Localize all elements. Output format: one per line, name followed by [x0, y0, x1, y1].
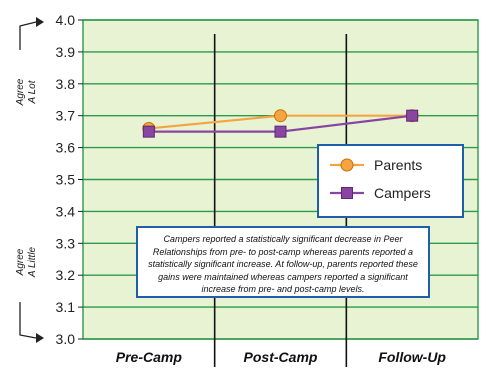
y-tick-label: 3.4: [56, 203, 76, 219]
top-arrow-head-icon: [36, 17, 44, 27]
y-tick-label: 3.0: [56, 331, 76, 347]
annotation-box: Campers reported a statistically signifi…: [136, 226, 430, 298]
legend-box: [317, 144, 464, 218]
bottom-label-line-2: A Little: [27, 246, 38, 278]
x-category-label: Follow-Up: [378, 349, 446, 365]
legend-label: Campers: [374, 185, 431, 201]
x-category-label: Pre-Camp: [116, 349, 183, 365]
annotation-text: Campers reported a statistically signifi…: [148, 234, 418, 294]
y-axis-ticks: 3.0 3.1 3.2 3.3 3.4 3.5 3.6 3.7 3.8 3.9 4.0: [56, 12, 83, 347]
top-label-line-1: Agree: [15, 78, 26, 106]
x-category-label: Post-Camp: [244, 349, 318, 365]
x-axis-categories: Pre-Camp Post-Camp Follow-Up: [116, 349, 447, 365]
top-label-line-2: A Lot: [27, 79, 38, 104]
y-tick-label: 4.0: [56, 12, 76, 28]
y-tick-label: 3.8: [56, 76, 76, 92]
y-tick-label: 3.6: [56, 140, 76, 156]
legend: Parents Campers: [317, 144, 464, 218]
y-tick-label: 3.2: [56, 267, 76, 283]
y-tick-label: 3.9: [56, 44, 76, 60]
data-point-campers: [406, 109, 419, 122]
y-tick-label: 3.3: [56, 235, 76, 251]
y-tick-label: 3.7: [56, 108, 76, 124]
y-tick-label: 3.1: [56, 299, 76, 315]
bottom-label-line-1: Agree: [15, 248, 26, 276]
legend-label: Parents: [374, 157, 422, 173]
data-point-parents: [274, 109, 287, 123]
bottom-arrow-head-icon: [36, 333, 44, 343]
data-point-campers: [274, 125, 287, 138]
y-tick-label: 3.5: [56, 172, 76, 188]
side-labels: Agree A Lot Agree A Little: [15, 17, 44, 343]
data-point-campers: [142, 125, 155, 138]
top-bracket-arrow-icon: [19, 21, 37, 50]
series-group: [142, 109, 419, 138]
bottom-bracket-arrow-icon: [19, 302, 37, 339]
legend-marker-campers: [341, 187, 353, 199]
legend-marker-parents: [340, 158, 354, 172]
